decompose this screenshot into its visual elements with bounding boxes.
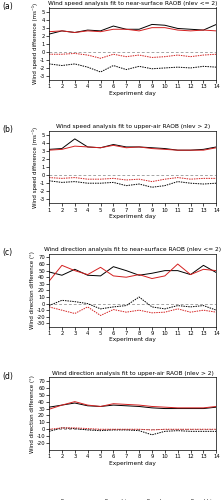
Y-axis label: Wind speed difference (ms⁻¹): Wind speed difference (ms⁻¹) [32,126,38,208]
Title: Wind direction analysis fit to upper-air RAOB (nlev > 2): Wind direction analysis fit to upper-air… [52,370,214,376]
X-axis label: Experiment day: Experiment day [109,214,156,219]
Text: (d): (d) [2,372,13,380]
Text: (a): (a) [2,2,13,11]
Legend: Ex_uv rmse, Ex_uv bias, Ex_sd rmse, Ex_sd bias: Ex_uv rmse, Ex_uv bias, Ex_sd rmse, Ex_s… [46,496,219,500]
X-axis label: Experiment day: Experiment day [109,90,156,96]
Title: Wind speed analysis fit to upper-air RAOB (nlev > 2): Wind speed analysis fit to upper-air RAO… [56,124,210,129]
X-axis label: Experiment day: Experiment day [109,337,156,342]
Y-axis label: Wind direction difference (°): Wind direction difference (°) [30,252,35,330]
Y-axis label: Wind direction difference (°): Wind direction difference (°) [30,375,35,452]
X-axis label: Experiment day: Experiment day [109,460,156,466]
Text: (c): (c) [2,248,12,258]
Y-axis label: Wind speed difference (ms⁻¹): Wind speed difference (ms⁻¹) [32,3,38,84]
Title: Wind direction analysis fit to near-surface RAOB (nlev <= 2): Wind direction analysis fit to near-surf… [44,248,221,252]
Title: Wind speed analysis fit to near-surface RAOB (nlev <= 2): Wind speed analysis fit to near-surface … [48,0,217,5]
Text: (b): (b) [2,125,13,134]
